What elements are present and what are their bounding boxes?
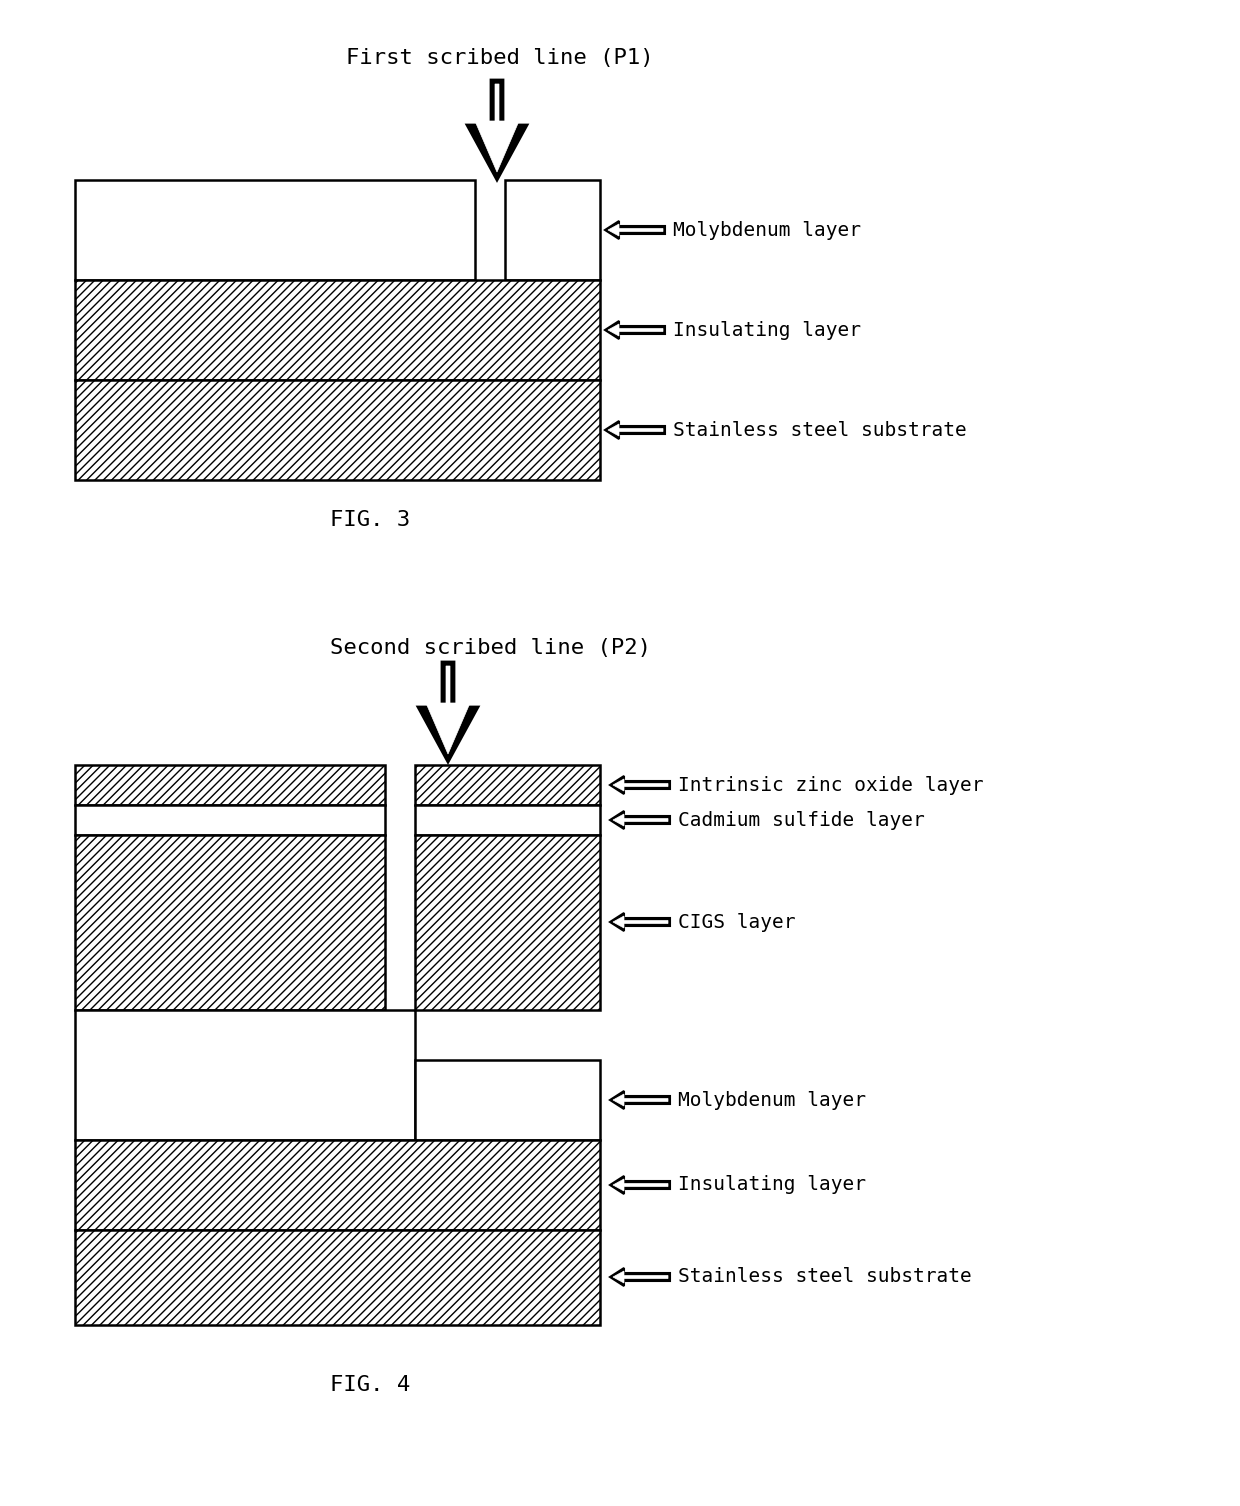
Bar xyxy=(415,765,600,806)
Text: Molybdenum layer: Molybdenum layer xyxy=(678,1090,866,1110)
Polygon shape xyxy=(605,221,665,239)
Polygon shape xyxy=(608,324,663,336)
Bar xyxy=(74,181,475,280)
Text: First scribed line (P1): First scribed line (P1) xyxy=(346,48,653,68)
Polygon shape xyxy=(613,779,668,791)
Bar xyxy=(74,834,384,1011)
Bar xyxy=(74,1011,415,1140)
Polygon shape xyxy=(427,666,470,755)
Text: Insulating layer: Insulating layer xyxy=(673,321,861,339)
Bar xyxy=(505,181,600,280)
Bar xyxy=(74,1230,600,1325)
Polygon shape xyxy=(605,321,665,339)
Bar xyxy=(415,1060,600,1140)
Polygon shape xyxy=(610,913,670,931)
Text: Intrinsic zinc oxide layer: Intrinsic zinc oxide layer xyxy=(678,776,983,795)
Text: CIGS layer: CIGS layer xyxy=(678,913,796,932)
Polygon shape xyxy=(610,776,670,794)
Text: Stainless steel substrate: Stainless steel substrate xyxy=(678,1268,972,1286)
Text: Insulating layer: Insulating layer xyxy=(678,1176,866,1194)
Polygon shape xyxy=(613,815,668,825)
Bar xyxy=(415,834,600,1011)
Bar xyxy=(74,1140,600,1230)
Polygon shape xyxy=(467,80,527,181)
Polygon shape xyxy=(605,422,665,440)
Polygon shape xyxy=(475,84,520,172)
Bar xyxy=(74,380,600,480)
Polygon shape xyxy=(610,812,670,828)
Bar xyxy=(74,765,384,806)
Text: Second scribed line (P2): Second scribed line (P2) xyxy=(330,639,651,658)
Text: Cadmium sulfide layer: Cadmium sulfide layer xyxy=(678,810,925,830)
Polygon shape xyxy=(613,1093,668,1105)
Text: Stainless steel substrate: Stainless steel substrate xyxy=(673,420,967,440)
Polygon shape xyxy=(613,1179,668,1191)
Text: FIG. 3: FIG. 3 xyxy=(330,511,410,530)
Polygon shape xyxy=(608,224,663,236)
Polygon shape xyxy=(610,1176,670,1194)
Text: Molybdenum layer: Molybdenum layer xyxy=(673,220,861,239)
Bar xyxy=(415,806,600,834)
Polygon shape xyxy=(608,425,663,437)
Polygon shape xyxy=(610,1090,670,1108)
Text: FIG. 4: FIG. 4 xyxy=(330,1375,410,1395)
Polygon shape xyxy=(418,663,477,762)
Polygon shape xyxy=(610,1268,670,1286)
Bar xyxy=(74,280,600,380)
Polygon shape xyxy=(613,916,668,928)
Polygon shape xyxy=(613,1271,668,1283)
Bar xyxy=(74,806,384,834)
